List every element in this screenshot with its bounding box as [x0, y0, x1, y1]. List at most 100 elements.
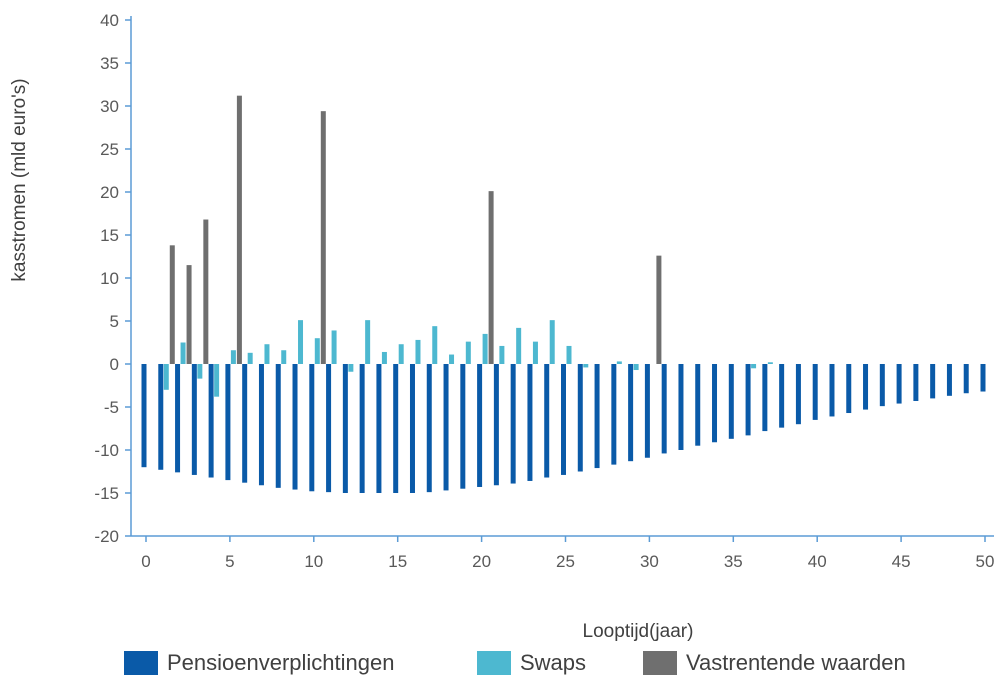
x-tick-label: 15 [388, 552, 407, 571]
bar-pensioenverplichtingen [712, 364, 718, 443]
bar-pensioenverplichtingen [175, 364, 181, 473]
legend-swatch [643, 651, 677, 675]
bar-swaps [499, 345, 505, 364]
bar-swaps [415, 339, 421, 364]
bar-pensioenverplichtingen [695, 364, 701, 446]
bar-swaps [281, 350, 287, 364]
bar-swaps [616, 361, 622, 364]
bar-swaps [180, 342, 186, 364]
y-tick-label: 30 [100, 97, 119, 116]
bar-pensioenverplichtingen [980, 364, 986, 392]
x-tick-label: 40 [808, 552, 827, 571]
bar-swaps [197, 364, 203, 379]
bar-pensioenverplichtingen [225, 364, 231, 481]
x-tick-label: 0 [141, 552, 150, 571]
bar-pensioenverplichtingen [930, 364, 936, 399]
y-tick-label: 0 [110, 355, 119, 374]
bar-pensioenverplichtingen [661, 364, 667, 454]
y-tick-label: -5 [104, 398, 119, 417]
bar-pensioenverplichtingen [611, 364, 617, 465]
bar-pensioenverplichtingen [863, 364, 869, 410]
y-tick-label: 10 [100, 269, 119, 288]
bar-pensioenverplichtingen [544, 364, 550, 478]
bar-pensioenverplichtingen [779, 364, 785, 428]
legend-item-vastrentende-waarden: Vastrentende waarden [643, 650, 906, 676]
bar-pensioenverplichtingen [963, 364, 969, 394]
legend-label: Swaps [520, 650, 587, 675]
bar-pensioenverplichtingen [359, 364, 365, 493]
bar-swaps [398, 344, 404, 364]
bar-pensioenverplichtingen [846, 364, 852, 414]
bar-pensioenverplichtingen [678, 364, 684, 450]
x-tick-label: 10 [304, 552, 323, 571]
y-tick-label: 15 [100, 226, 119, 245]
y-tick-label: 20 [100, 183, 119, 202]
bar-pensioenverplichtingen [443, 364, 449, 491]
bar-pensioenverplichtingen [477, 364, 483, 487]
bar-pensioenverplichtingen [795, 364, 801, 425]
y-tick-label: 40 [100, 11, 119, 30]
bar-vastrentende-waarden [236, 95, 242, 365]
bar-swaps [314, 338, 320, 364]
bar-vastrentende-waarden [656, 255, 662, 364]
bar-pensioenverplichtingen [460, 364, 466, 489]
bar-pensioenverplichtingen [208, 364, 214, 478]
x-tick-label: 50 [976, 552, 995, 571]
bar-pensioenverplichtingen [409, 364, 415, 493]
bar-vastrentende-waarden [320, 111, 326, 364]
y-tick-label: -20 [94, 527, 119, 546]
x-tick-label: 30 [640, 552, 659, 571]
bar-swaps [767, 362, 773, 364]
x-axis-title: Looptijd(jaar) [583, 621, 694, 642]
y-tick-label: 25 [100, 140, 119, 159]
bar-swaps [516, 327, 522, 364]
bar-pensioenverplichtingen [913, 364, 919, 401]
x-tick-label: 45 [892, 552, 911, 571]
bar-pensioenverplichtingen [879, 364, 885, 407]
bar-swaps [163, 364, 169, 390]
y-tick-label: 5 [110, 312, 119, 331]
bar-swaps [331, 330, 337, 364]
bar-pensioenverplichtingen [896, 364, 902, 404]
bar-swaps [566, 345, 572, 364]
bar-swaps [432, 326, 438, 364]
bar-swaps [381, 351, 387, 364]
bar-swaps [449, 354, 455, 364]
bar-pensioenverplichtingen [527, 364, 533, 481]
x-tick-label: 5 [225, 552, 234, 571]
bar-swaps [465, 341, 471, 364]
x-tick-label: 25 [556, 552, 575, 571]
bar-swaps [230, 350, 236, 364]
bar-pensioenverplichtingen [829, 364, 835, 417]
bar-pensioenverplichtingen [561, 364, 566, 475]
bar-pensioenverplichtingen [644, 364, 650, 458]
bar-pensioenverplichtingen [946, 364, 952, 396]
bar-swaps [583, 364, 589, 368]
bar-swaps [365, 320, 371, 364]
y-axis-ticks: 40 35 30 25 20 15 10 5 0 -5 -10 -15 -20 [94, 11, 131, 546]
bar-swaps [532, 341, 538, 364]
bar-swaps [482, 333, 488, 364]
bar-pensioenverplichtingen [594, 364, 600, 469]
bar-pensioenverplichtingen [292, 364, 298, 490]
bar-pensioenverplichtingen [158, 364, 164, 470]
bar-swaps [298, 320, 304, 364]
legend-swatch [477, 651, 511, 675]
x-tick-label: 20 [472, 552, 491, 571]
x-axis-ticks: 0 5 10 15 20 25 30 35 40 45 50 [141, 536, 994, 571]
bar-pensioenverplichtingen [342, 364, 348, 493]
bar-pensioenverplichtingen [745, 364, 751, 436]
bar-vastrentende-waarden [488, 191, 494, 364]
bar-pensioenverplichtingen [376, 364, 382, 493]
bar-pensioenverplichtingen [242, 364, 248, 483]
bar-swaps [348, 364, 354, 372]
bar-swaps [549, 320, 555, 364]
bar-pensioenverplichtingen [326, 364, 332, 493]
legend: Pensioenverplichtingen Swaps Vastrentend… [0, 650, 1000, 690]
bar-vastrentende-waarden [169, 245, 175, 364]
bar-swaps [264, 344, 270, 364]
bar-pensioenverplichtingen [812, 364, 818, 420]
bar-swaps [214, 364, 220, 397]
x-tick-label: 35 [724, 552, 743, 571]
